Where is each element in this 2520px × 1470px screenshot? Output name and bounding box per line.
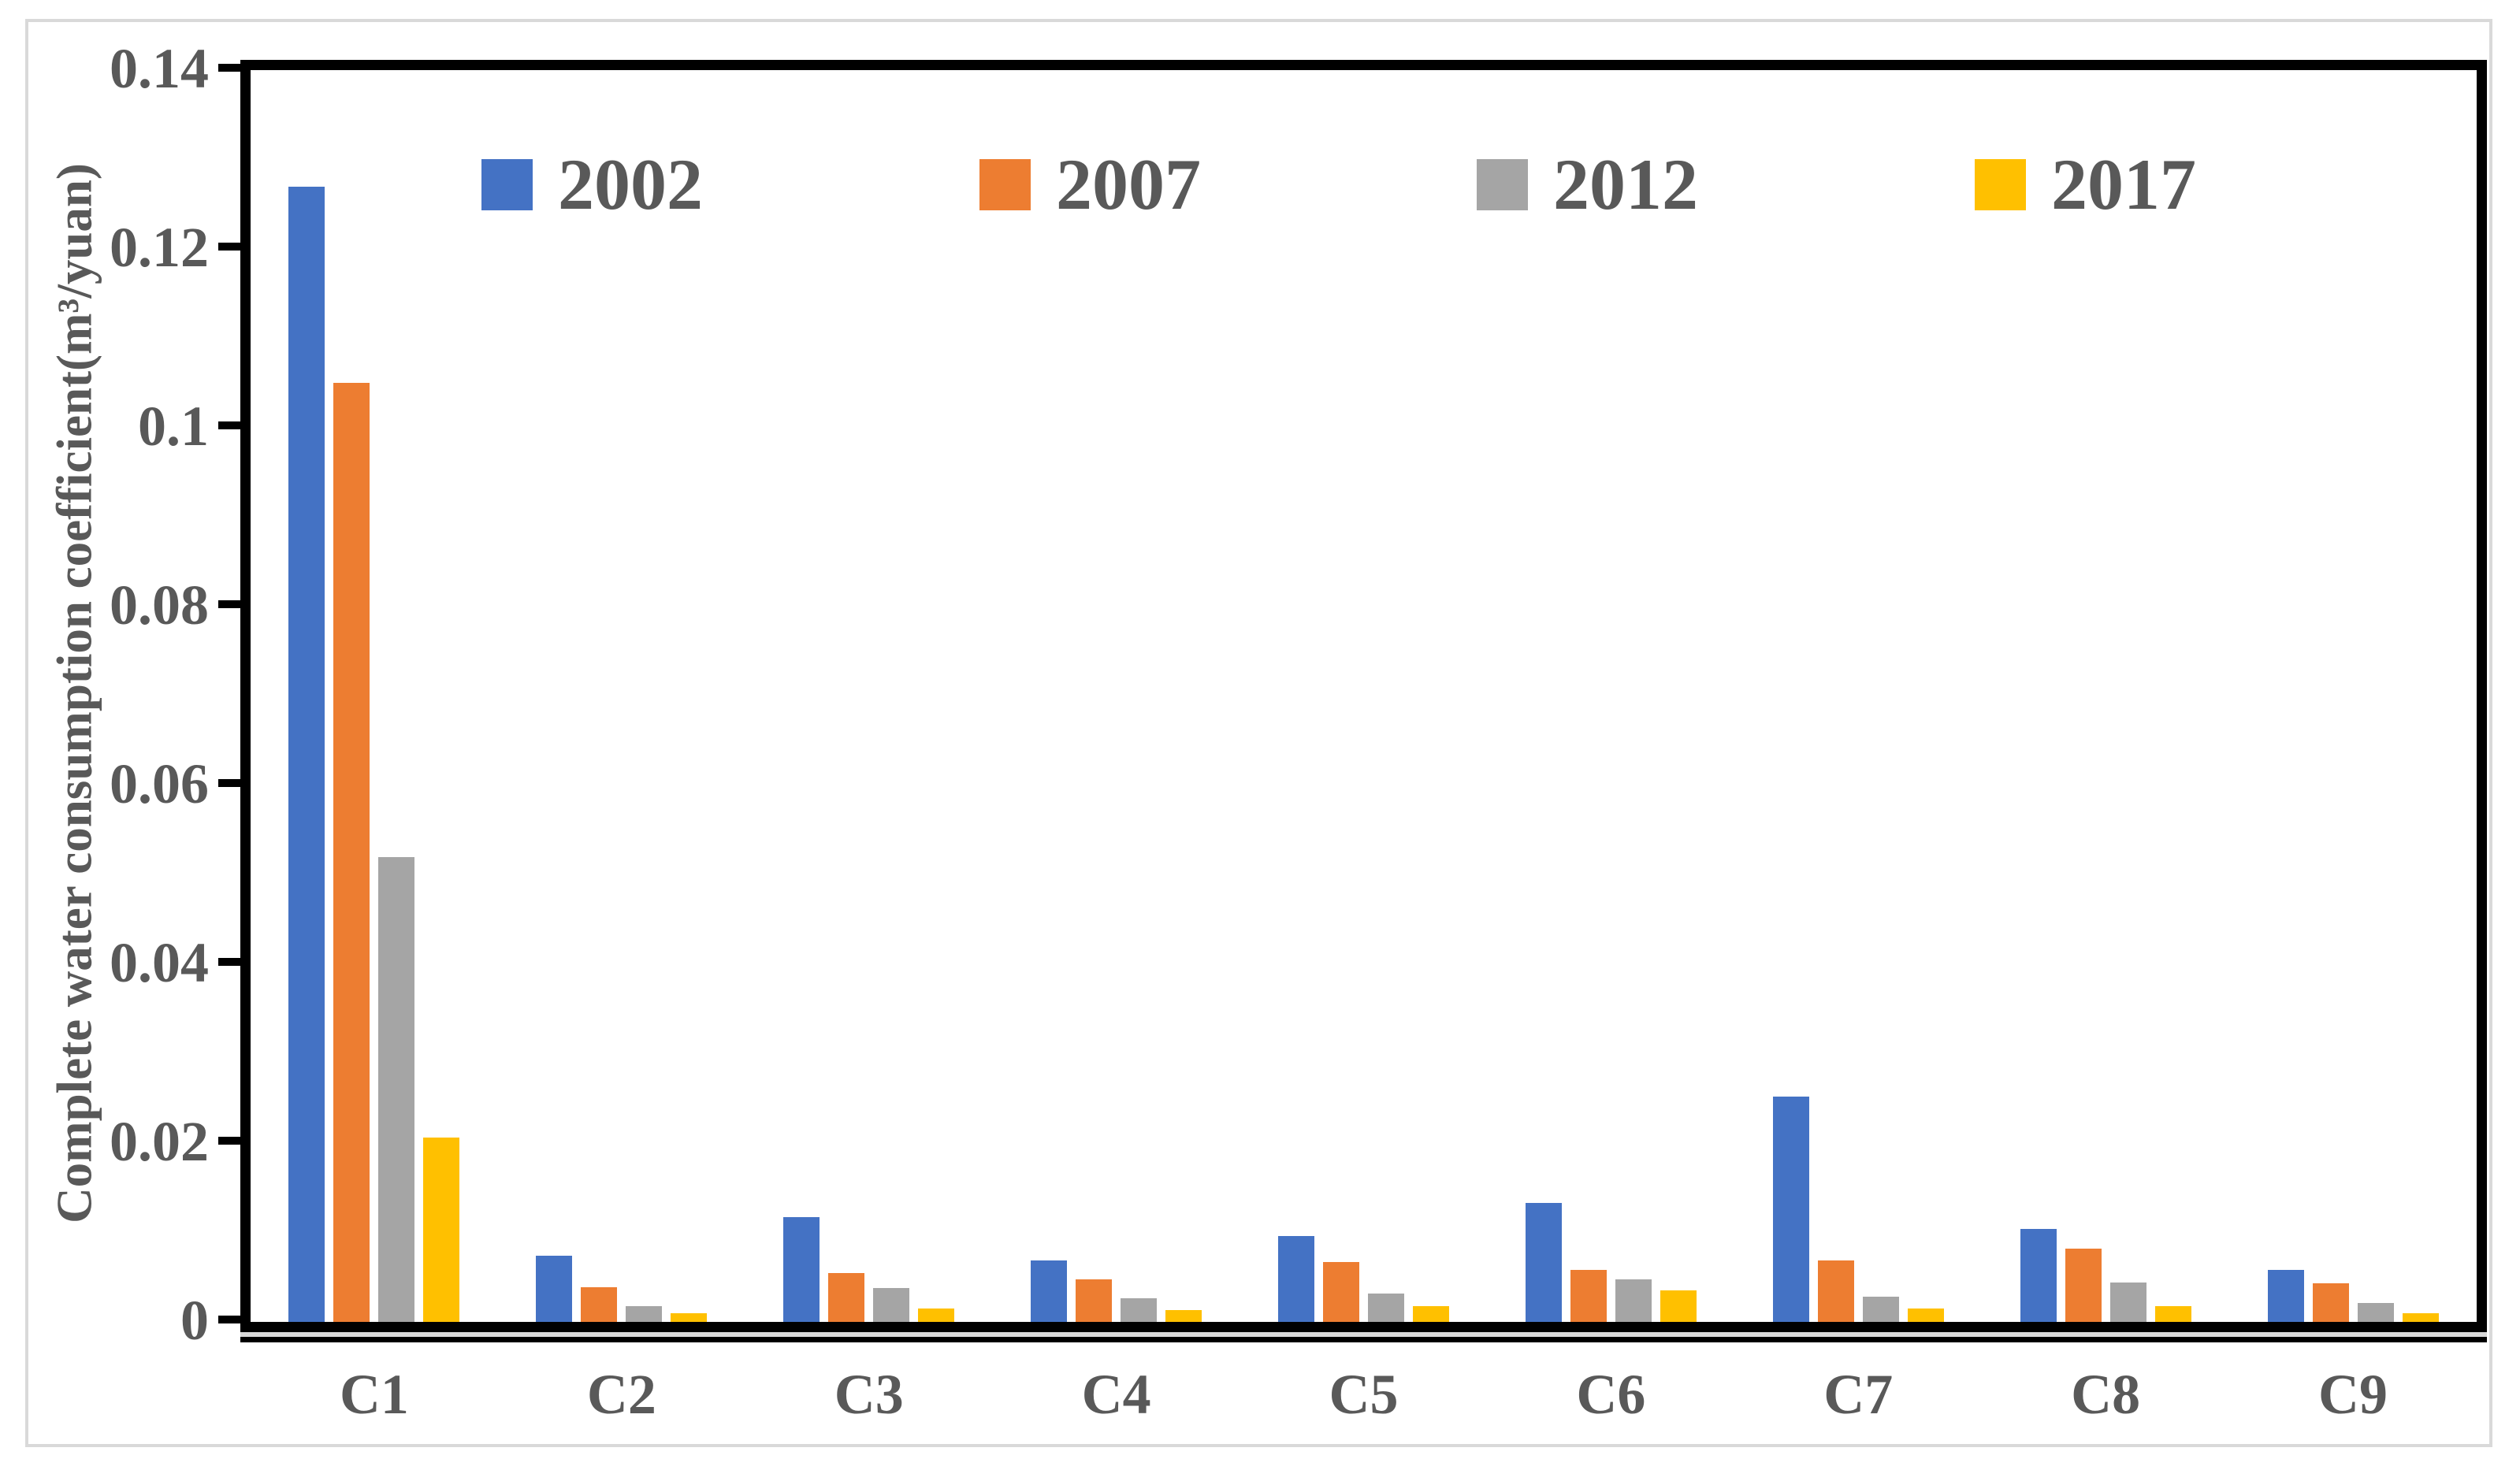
legend-label-2017: 2017: [2051, 144, 2196, 225]
x-axis-under-line: [240, 1337, 2487, 1342]
y-tick-mark-0.04: [218, 958, 240, 966]
x-category-label-C4: C4: [1081, 1363, 1151, 1426]
bar-C2-2007: [581, 1287, 618, 1322]
figure-outer-border: [25, 19, 2492, 1447]
bar-C8-2017: [2154, 1306, 2191, 1322]
x-category-label-C9: C9: [2318, 1363, 2388, 1426]
y-tick-label-0.08: 0.08: [110, 574, 209, 637]
bar-C1-2007: [333, 383, 370, 1322]
bar-C9-2002: [2267, 1270, 2304, 1322]
bar-C9-2007: [2312, 1283, 2349, 1322]
legend: 2002 2007 2012 2017: [251, 70, 2477, 1322]
legend-swatch-2002: [481, 158, 533, 210]
bar-C7-2017: [1907, 1309, 1944, 1322]
bar-C4-2007: [1076, 1279, 1113, 1322]
bar-C2-2012: [626, 1306, 663, 1322]
y-tick-mark-0.08: [218, 600, 240, 608]
bar-C1-2002: [288, 187, 325, 1322]
bar-C7-2007: [1817, 1260, 1854, 1322]
bar-C3-2012: [873, 1288, 910, 1322]
bar-C1-2017: [423, 1138, 460, 1322]
legend-item-2012: 2012: [1477, 144, 1698, 225]
x-category-label-C6: C6: [1576, 1363, 1646, 1426]
y-tick-label-0.14: 0.14: [110, 37, 209, 100]
y-tick-mark-0.14: [218, 64, 240, 72]
y-tick-label-0.02: 0.02: [110, 1110, 209, 1173]
bar-C4-2012: [1121, 1298, 1158, 1322]
bar-C4-2002: [1031, 1260, 1068, 1322]
legend-label-2007: 2007: [1056, 144, 1201, 225]
bar-C6-2002: [1525, 1203, 1562, 1322]
bar-C8-2002: [2020, 1229, 2057, 1322]
x-axis-gap-line: [240, 1332, 2487, 1337]
bar-C3-2017: [918, 1309, 955, 1322]
x-category-label-C1: C1: [339, 1363, 409, 1426]
bar-C5-2002: [1278, 1236, 1314, 1322]
bar-C3-2002: [783, 1217, 820, 1322]
bar-C8-2007: [2065, 1249, 2102, 1322]
bar-C2-2017: [671, 1313, 708, 1322]
y-axis-title: Complete water consumption coefficient(m…: [46, 163, 102, 1223]
bar-C6-2012: [1615, 1279, 1652, 1322]
legend-swatch-2017: [1975, 158, 2026, 210]
bar-C5-2017: [1413, 1306, 1449, 1322]
x-category-label-C2: C2: [586, 1363, 656, 1426]
bar-C5-2012: [1368, 1294, 1404, 1322]
bar-C3-2007: [828, 1273, 865, 1322]
x-category-label-C7: C7: [1823, 1363, 1894, 1426]
legend-swatch-2007: [979, 158, 1031, 210]
x-category-label-C5: C5: [1329, 1363, 1399, 1426]
legend-item-2002: 2002: [481, 144, 703, 225]
y-tick-label-0.04: 0.04: [110, 931, 209, 994]
bar-C2-2002: [536, 1256, 573, 1322]
bar-C6-2007: [1570, 1270, 1607, 1322]
x-category-label-C3: C3: [834, 1363, 904, 1426]
legend-label-2002: 2002: [558, 144, 703, 225]
bar-C7-2012: [1862, 1297, 1899, 1322]
y-tick-label-0.1: 0.1: [138, 395, 209, 458]
legend-swatch-2012: [1477, 158, 1528, 210]
bar-C7-2002: [1772, 1097, 1809, 1322]
bar-C9-2012: [2357, 1303, 2394, 1322]
y-tick-mark-0.06: [218, 779, 240, 787]
bar-C1-2012: [378, 857, 415, 1322]
y-tick-mark-0.1: [218, 421, 240, 429]
y-tick-mark-0.12: [218, 243, 240, 251]
bar-C4-2017: [1165, 1310, 1202, 1322]
bars-layer: [251, 70, 2477, 1322]
bar-C9-2017: [2402, 1313, 2439, 1322]
y-tick-mark-0.02: [218, 1137, 240, 1145]
bar-C6-2017: [1660, 1290, 1697, 1322]
bar-C5-2007: [1323, 1262, 1359, 1322]
plot-area: 2002 2007 2012 2017: [240, 60, 2487, 1332]
y-tick-label-0.06: 0.06: [110, 752, 209, 815]
y-tick-mark-0: [218, 1316, 240, 1323]
legend-item-2017: 2017: [1975, 144, 2196, 225]
x-category-label-C8: C8: [2071, 1363, 2141, 1426]
legend-item-2007: 2007: [979, 144, 1201, 225]
bar-C8-2012: [2109, 1283, 2146, 1322]
y-tick-label-0: 0: [180, 1289, 209, 1352]
legend-label-2012: 2012: [1553, 144, 1698, 225]
y-tick-label-0.12: 0.12: [110, 216, 209, 279]
